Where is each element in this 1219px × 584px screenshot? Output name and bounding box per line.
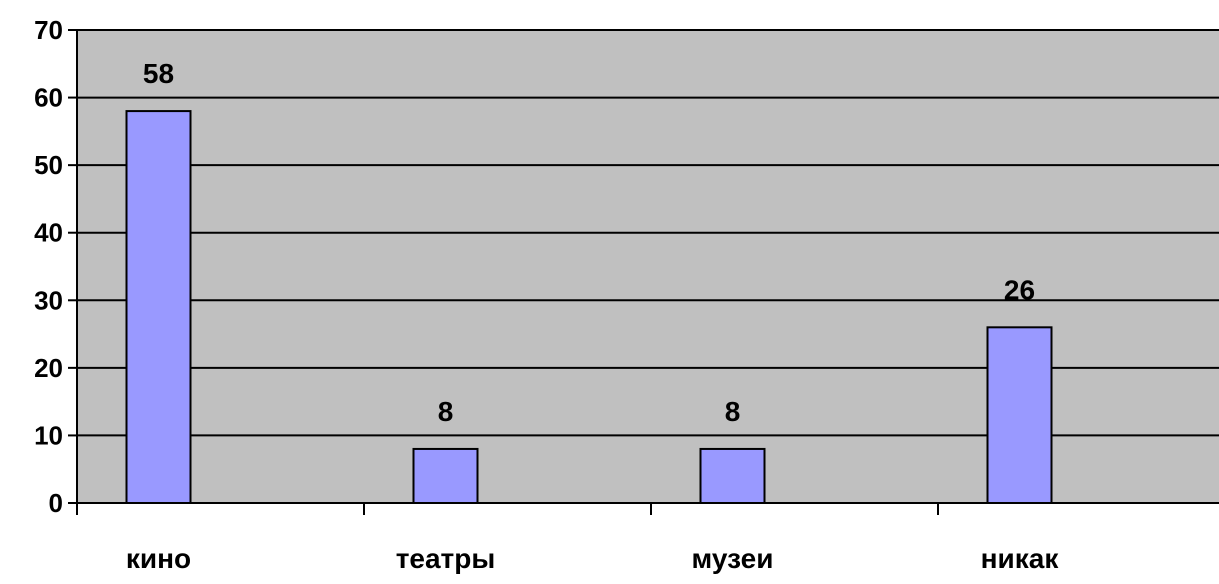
y-tick-label: 70 bbox=[34, 15, 63, 45]
data-label: 58 bbox=[143, 58, 174, 89]
data-label: 8 bbox=[438, 396, 454, 427]
data-label: 8 bbox=[725, 396, 741, 427]
y-tick-label: 10 bbox=[34, 420, 63, 450]
axes bbox=[68, 29, 1219, 515]
bar-1 bbox=[125, 110, 192, 504]
x-category-label: никак bbox=[981, 543, 1060, 574]
y-tick-label: 60 bbox=[34, 83, 63, 113]
gridlines bbox=[77, 29, 1219, 437]
y-tick-label: 50 bbox=[34, 150, 63, 180]
bar-4 bbox=[986, 326, 1053, 505]
x-category-label: музеи bbox=[692, 543, 774, 574]
y-tick-label: 20 bbox=[34, 353, 63, 383]
data-label: 26 bbox=[1004, 274, 1035, 305]
y-tick-label: 30 bbox=[34, 285, 63, 315]
x-category-label: театры bbox=[396, 543, 496, 574]
labels: 0 10 20 30 40 50 60 70 58 кино 8 театры 8 музеи 26 ника… bbox=[34, 15, 1059, 574]
x-category-label: кино bbox=[126, 543, 191, 574]
bar-2 bbox=[412, 447, 479, 505]
bar-3 bbox=[699, 447, 766, 505]
y-tick-label: 40 bbox=[34, 218, 63, 248]
y-tick-label: 0 bbox=[49, 488, 63, 518]
